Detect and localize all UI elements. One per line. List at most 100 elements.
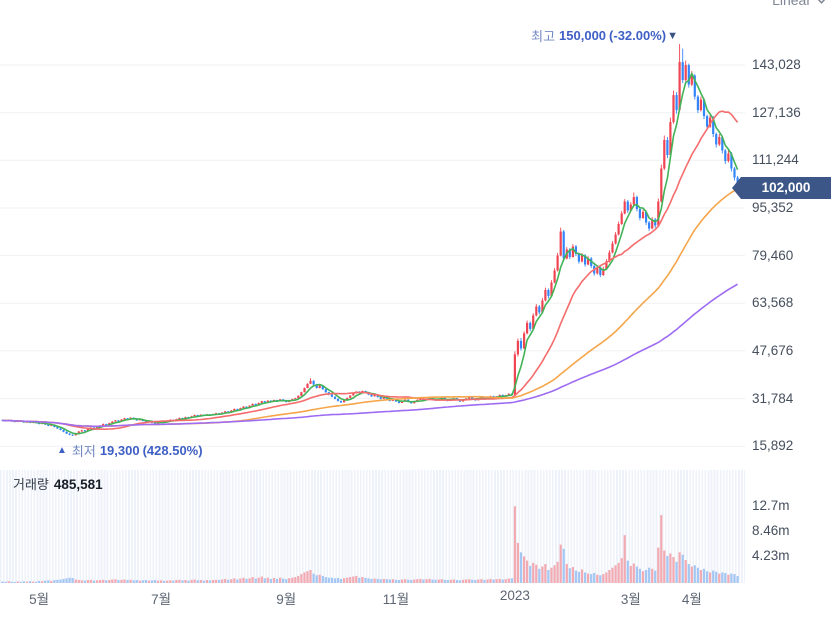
volume-bar: [364, 578, 367, 583]
volume-bar: [532, 562, 535, 583]
candle-body: [382, 397, 385, 399]
volume-bar: [355, 575, 358, 583]
volume-bar: [150, 580, 154, 583]
candle-body: [690, 75, 693, 85]
volume-bar: [696, 567, 699, 583]
volume-bar: [400, 579, 404, 583]
volume-bar: [593, 573, 596, 583]
volume-bar: [373, 578, 376, 583]
candle-body: [645, 212, 648, 223]
volume-bar: [279, 577, 282, 583]
volume-bar: [736, 575, 739, 583]
candle-body: [568, 249, 571, 257]
volume-value: 485,581: [53, 477, 103, 492]
candle-body: [50, 425, 53, 426]
candle-body: [397, 401, 401, 403]
volume-bar: [114, 579, 117, 583]
volume-bar: [641, 571, 645, 583]
volume-bar: [257, 577, 260, 583]
volume-bar: [96, 580, 99, 583]
candle-body: [178, 418, 181, 420]
low-price-annotation: ▲ 최저 19,300 (428.50%): [57, 441, 203, 460]
volume-bar: [443, 579, 446, 583]
volume-bar: [227, 579, 230, 583]
ma120-line: [2, 283, 739, 428]
time-axis-label: 3월: [620, 592, 641, 607]
volume-bar: [690, 566, 693, 583]
candle-body: [648, 222, 651, 229]
volume-bar: [233, 578, 236, 583]
volume-bar: [272, 578, 276, 583]
volume-bar: [47, 580, 50, 583]
volume-axis-label: 8.46m: [752, 523, 790, 539]
candle-body: [300, 392, 303, 396]
candle-body: [242, 406, 245, 409]
candle-body: [519, 340, 523, 349]
volume-bar: [346, 577, 349, 583]
volume-bar: [565, 564, 568, 583]
candle-body: [605, 261, 608, 269]
candle-body: [114, 420, 117, 422]
volume-bar: [498, 578, 501, 583]
candle-body: [596, 267, 599, 274]
volume-bar: [538, 568, 541, 583]
candle-body: [699, 99, 702, 111]
volume-bar: [71, 578, 74, 583]
volume-bar: [260, 576, 263, 583]
volume-bar: [172, 580, 175, 583]
volume-bar: [483, 579, 486, 583]
candle-body: [571, 246, 574, 257]
candle-body: [541, 300, 544, 313]
scale-selector[interactable]: Linear: [772, 0, 827, 8]
volume-bar: [181, 580, 184, 583]
candle-body: [651, 219, 654, 229]
candle-body: [336, 398, 340, 401]
volume-bar: [513, 506, 516, 583]
volume-bar: [105, 580, 108, 583]
candle-body: [709, 117, 712, 127]
candle-body: [96, 426, 99, 429]
volume-bar: [382, 578, 385, 583]
high-change: (-32.00%): [609, 28, 667, 43]
candle-body: [635, 197, 638, 209]
candle-body: [614, 234, 617, 244]
time-axis-label: 11월: [382, 592, 410, 607]
volume-bar: [669, 553, 672, 583]
volume-bar: [388, 579, 391, 583]
volume-bar: [654, 570, 657, 583]
candle-body: [626, 201, 629, 211]
candle-body: [657, 201, 660, 226]
volume-bar: [315, 575, 318, 583]
chevron-down-icon: [818, 0, 825, 4]
volume-bar: [702, 568, 706, 583]
volume-bar: [193, 579, 196, 583]
candle-body: [529, 322, 532, 329]
volume-bar: [706, 571, 709, 583]
candle-body: [620, 213, 623, 224]
volume-bar: [22, 581, 25, 583]
candle-body: [263, 401, 266, 403]
volume-bar: [724, 573, 727, 583]
volume-bar: [681, 554, 684, 583]
candle-body: [294, 398, 297, 400]
volume-bar: [541, 566, 544, 583]
volume-bar: [147, 580, 150, 583]
candle-body: [62, 430, 65, 432]
candle-body: [309, 380, 312, 384]
candle-body: [553, 270, 556, 283]
candle-body: [562, 231, 565, 259]
volume-bar: [629, 565, 632, 583]
candle-body: [297, 395, 300, 399]
volume-bar: [59, 579, 62, 583]
candle-body: [468, 397, 471, 399]
volume-bar: [562, 548, 565, 583]
volume-bar: [117, 580, 120, 583]
candle-body: [86, 429, 89, 431]
candle-body: [254, 403, 257, 406]
volume-bar: [687, 564, 690, 583]
volume-bar: [666, 555, 669, 583]
volume-bar: [86, 580, 89, 583]
volume-bar: [153, 580, 157, 583]
volume-bar: [440, 579, 443, 583]
